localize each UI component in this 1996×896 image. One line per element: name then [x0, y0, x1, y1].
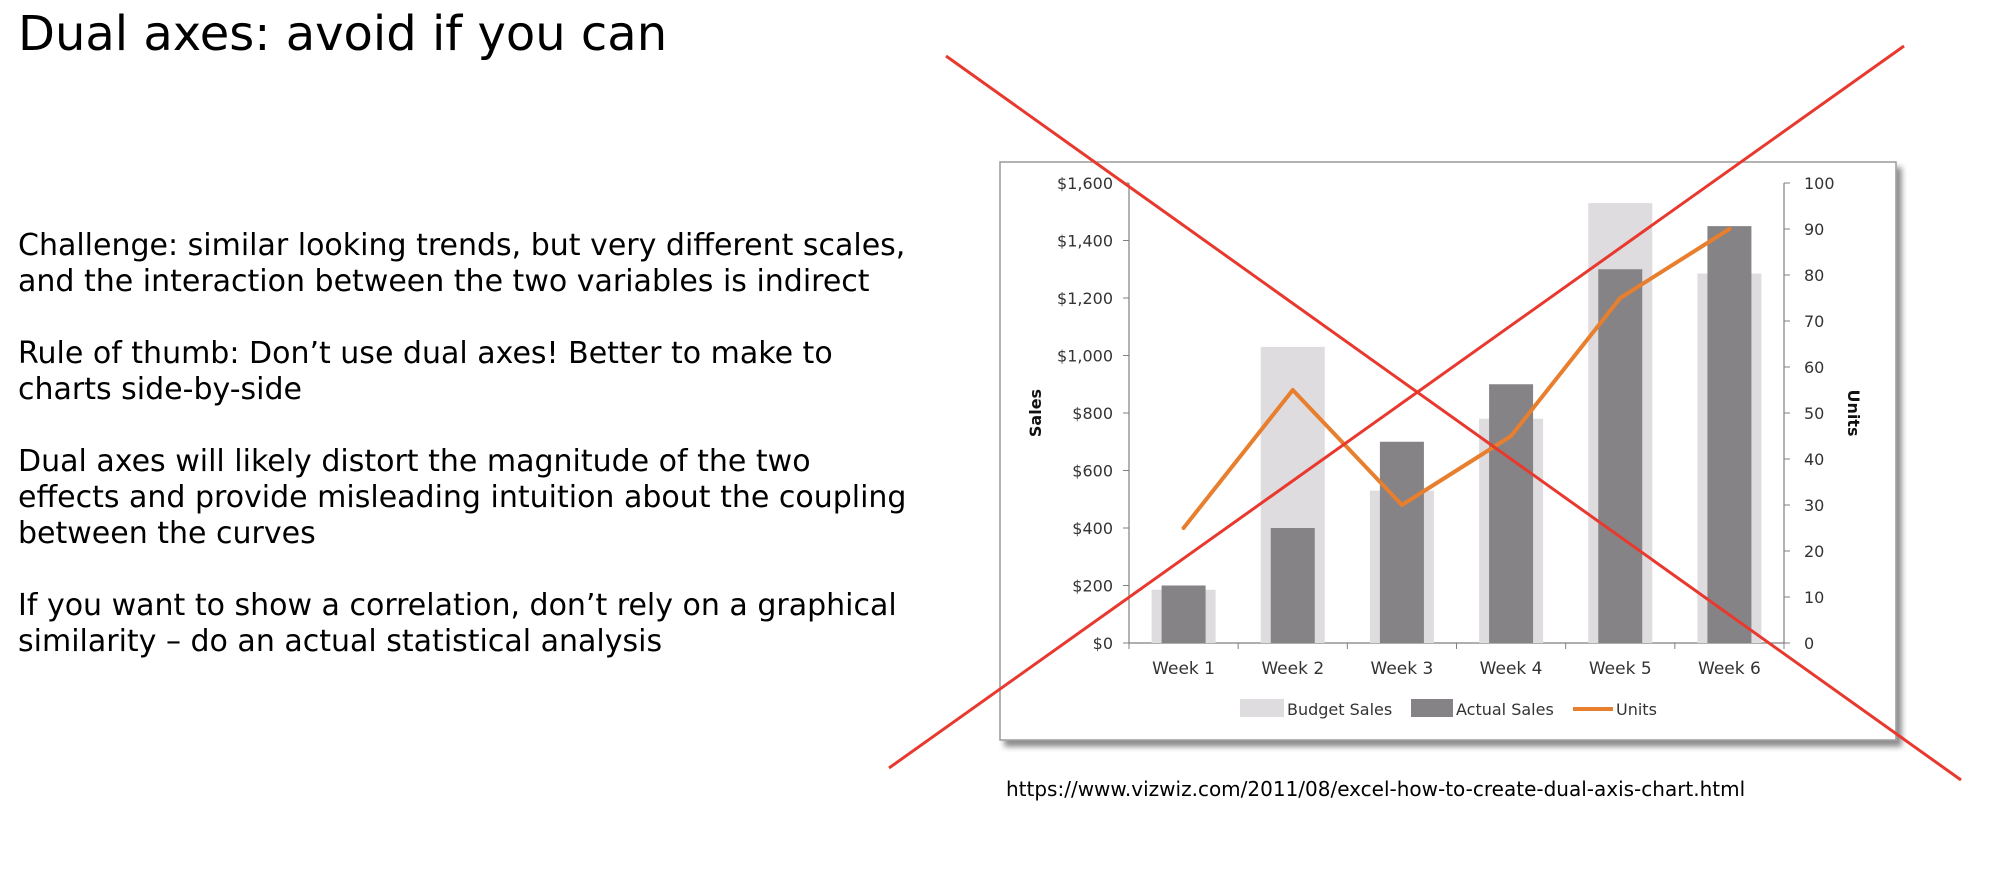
left-tick-label: $1,200: [1057, 289, 1113, 308]
x-tick-label: Week 2: [1261, 659, 1324, 679]
chart-bars: [1151, 203, 1762, 643]
left-tick-label: $1,600: [1057, 174, 1113, 193]
units-point: [1291, 388, 1295, 392]
slide-title: Dual axes: avoid if you can: [18, 6, 668, 62]
actual-sales-bar: [1161, 585, 1206, 643]
chart-line: [1181, 227, 1732, 530]
right-tick-label: 10: [1804, 588, 1824, 607]
chart-axes: [1123, 182, 1790, 649]
left-tick-label: $200: [1072, 577, 1113, 596]
units-line: [1181, 227, 1732, 530]
right-tick-label: 90: [1804, 220, 1824, 239]
units-point: [1727, 227, 1731, 231]
right-tick-label: 80: [1804, 266, 1824, 285]
left-tick-label: $600: [1072, 462, 1113, 481]
x-tick-label: Week 3: [1371, 659, 1434, 679]
actual-sales-bar: [1707, 226, 1752, 643]
bullet-challenge: Challenge: similar looking trends, but v…: [18, 228, 906, 299]
right-tick-label: 30: [1804, 496, 1824, 515]
units-point: [1400, 503, 1404, 507]
legend-label-budget: Budget Sales: [1287, 700, 1392, 719]
cross-line-up: [888, 44, 1905, 770]
right-tick-label: 20: [1804, 542, 1824, 561]
left-tick-label: $800: [1072, 404, 1113, 423]
left-tick-label: $400: [1072, 519, 1113, 538]
left-tick-label: $0: [1093, 634, 1113, 653]
left-tick-label: $1,400: [1057, 232, 1113, 251]
bullet-distortion: Dual axes will likely distort the magnit…: [18, 444, 907, 551]
legend-swatch-budget: [1240, 699, 1284, 717]
chart-frame: [999, 161, 1897, 741]
bullet-list: Challenge: similar looking trends, but v…: [18, 228, 918, 696]
bullet-correlation: If you want to show a correlation, don’t…: [18, 588, 897, 659]
right-tick-label: 60: [1804, 358, 1824, 377]
x-tick-label: Week 1: [1152, 659, 1215, 679]
right-tick-label: 70: [1804, 312, 1824, 331]
bullet-rule-of-thumb: Rule of thumb: Don’t use dual axes! Bett…: [18, 336, 833, 407]
y-left-axis-title: Sales: [1026, 389, 1045, 437]
units-point: [1509, 434, 1513, 438]
units-point: [1182, 526, 1186, 530]
source-url: https://www.vizwiz.com/2011/08/excel-how…: [1006, 777, 1746, 801]
left-tick-label: $1,000: [1057, 347, 1113, 366]
right-tick-label: 40: [1804, 450, 1824, 469]
legend-label-actual: Actual Sales: [1456, 700, 1554, 719]
cross-line-down: [945, 54, 1962, 782]
right-tick-label: 50: [1804, 404, 1824, 423]
actual-sales-bar: [1598, 269, 1643, 643]
actual-sales-bar: [1379, 441, 1424, 643]
legend-swatch-actual: [1411, 699, 1453, 717]
x-tick-label: Week 6: [1698, 659, 1761, 679]
cross-out-mark: [888, 44, 1962, 782]
right-tick-label: 100: [1804, 174, 1835, 193]
x-tick-label: Week 5: [1589, 659, 1652, 679]
units-point: [1618, 296, 1622, 300]
x-tick-label: Week 4: [1480, 659, 1543, 679]
actual-sales-bar: [1270, 528, 1315, 643]
chart-labels: $0 $200 $400 $600 $800 $1,000 $1,200 $1,400 $1,6…: [1026, 174, 1863, 679]
right-tick-label: 0: [1804, 634, 1814, 653]
chart-legend: Budget Sales Actual Sales Units: [1240, 699, 1657, 719]
actual-sales-bar: [1489, 384, 1534, 643]
y-right-axis-title: Units: [1844, 389, 1863, 436]
legend-label-units: Units: [1616, 700, 1657, 719]
